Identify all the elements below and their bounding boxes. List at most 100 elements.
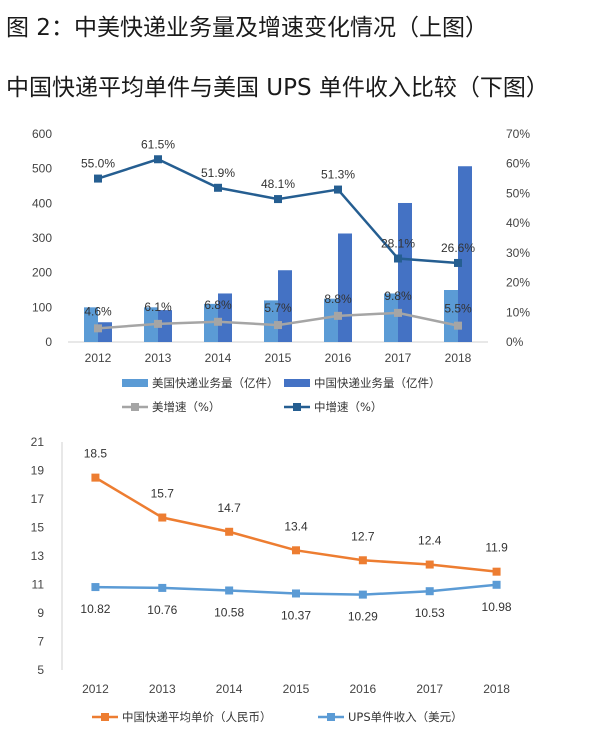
x-tick-label: 2018 [445,351,472,365]
data-label-cn-price: 13.4 [284,519,308,533]
legend-marker [101,713,109,721]
data-label-ups-revenue: 10.53 [415,606,445,620]
marker-cn-growth [214,183,222,192]
marker-us-growth [154,319,162,328]
top-combo-chart: 0 100 200 300 400 500 600 0% 10% 20% 30% 40% 50% 60% 7… [32,127,530,414]
y2-tick-label: 10% [506,305,530,319]
y2-tick-label: 70% [506,127,530,141]
y2-tick-label: 30% [506,246,530,260]
bar-us-volume [324,298,338,342]
marker-cn-growth [274,195,282,204]
legend-swatch [284,379,310,387]
y2-tick-label: 40% [506,216,530,230]
chart-title-top: 图 2：中美快递业务量及增速变化情况（上图） [6,15,488,41]
data-label-cn-price: 12.4 [418,534,442,548]
legend-marker [327,713,335,721]
marker-cn-price [492,567,501,576]
data-label-cn-growth: 55.0% [81,157,115,171]
x-tick-label: 2018 [483,682,510,696]
y-tick-label: 21 [31,435,45,449]
data-label-us-growth: 6.8% [204,298,232,312]
data-label-cn-growth: 26.6% [441,241,475,255]
data-label-us-growth: 4.6% [84,304,112,318]
x-tick-label: 2016 [350,682,377,696]
x-tick-label: 2016 [325,351,352,365]
bar-us-volume [384,293,398,342]
y2-tick-label: 60% [506,157,530,171]
data-label-cn-price: 15.7 [151,487,175,501]
x-tick-label: 2017 [385,351,412,365]
marker-cn-growth [454,258,462,267]
y-tick-label: 400 [32,196,52,210]
marker-us-growth [214,317,222,326]
y-tick-label: 11 [32,578,45,592]
y2-tick-label: 20% [506,276,530,290]
data-label-ups-revenue: 10.98 [482,600,512,614]
data-label-ups-revenue: 10.29 [348,610,378,624]
data-label-cn-growth: 51.9% [201,166,235,180]
x-tick-label: 2013 [149,682,176,696]
data-label-cn-growth: 61.5% [141,137,175,151]
x-tick-label: 2015 [283,682,310,696]
legend-label: 中国快递业务量（亿件） [314,376,441,390]
marker-ups-revenue [225,586,234,595]
marker-ups-revenue [492,580,501,589]
legend-marker [293,403,301,411]
marker-cn-growth [334,185,342,194]
marker-us-growth [454,321,462,330]
marker-cn-price [91,473,100,482]
data-label-cn-growth: 48.1% [261,177,295,191]
data-label-us-growth: 6.1% [144,300,172,314]
bar-cn-volume [338,233,352,342]
marker-us-growth [394,308,402,317]
bottom-line-chart: 5 7 9 11 13 15 17 19 21 2012 2013 2014 2015 2016 2017 2… [31,435,512,724]
marker-cn-growth [94,174,102,183]
y-tick-label: 500 [32,162,52,176]
data-label-us-growth: 8.8% [324,292,352,306]
data-label-cn-growth: 28.1% [381,237,415,251]
bar-cn-volume [218,293,232,342]
x-tick-label: 2012 [82,682,109,696]
y-tick-label: 17 [31,492,45,506]
bar-cn-volume [398,202,412,342]
y-tick-label: 7 [37,635,44,649]
legend-label: UPS单件收入（美元） [348,710,463,724]
bar-cn-volume [458,166,472,342]
x-tick-label: 2017 [416,682,443,696]
y2-tick-label: 0% [506,335,524,349]
x-tick-label: 2014 [216,682,243,696]
data-label-cn-growth: 51.3% [321,168,355,182]
x-tick-label: 2015 [265,351,292,365]
x-tick-label: 2012 [85,351,112,365]
legend-marker [131,403,139,411]
marker-cn-price [225,527,234,536]
y-tick-label: 13 [31,549,45,563]
legend-label: 美增速（%） [152,400,220,414]
legend-label: 美国快递业务量（亿件） [152,376,279,390]
marker-us-growth [94,324,102,333]
data-label-ups-revenue: 10.76 [147,603,177,617]
marker-cn-price [358,556,367,565]
marker-us-growth [274,321,282,330]
legend-label: 中增速（%） [314,400,382,414]
marker-ups-revenue [358,590,367,599]
marker-cn-price [425,560,434,569]
data-label-ups-revenue: 10.82 [80,602,110,616]
marker-ups-revenue [91,583,100,592]
y-tick-label: 15 [31,521,45,535]
y-tick-label: 100 [32,300,52,314]
data-label-ups-revenue: 10.58 [214,605,244,619]
y-tick-label: 9 [37,606,44,620]
y2-tick-label: 50% [506,186,530,200]
legend-swatch [122,379,148,387]
bar-us-volume [444,290,458,342]
x-tick-label: 2013 [145,351,172,365]
y-tick-label: 200 [32,266,52,280]
data-label-cn-price: 12.7 [351,529,375,543]
y-tick-label: 5 [37,663,44,677]
bar-us-volume [84,307,98,342]
marker-cn-price [158,513,167,522]
marker-cn-price [292,546,300,555]
bar-cn-volume [158,310,172,342]
bar-us-volume [264,300,278,342]
